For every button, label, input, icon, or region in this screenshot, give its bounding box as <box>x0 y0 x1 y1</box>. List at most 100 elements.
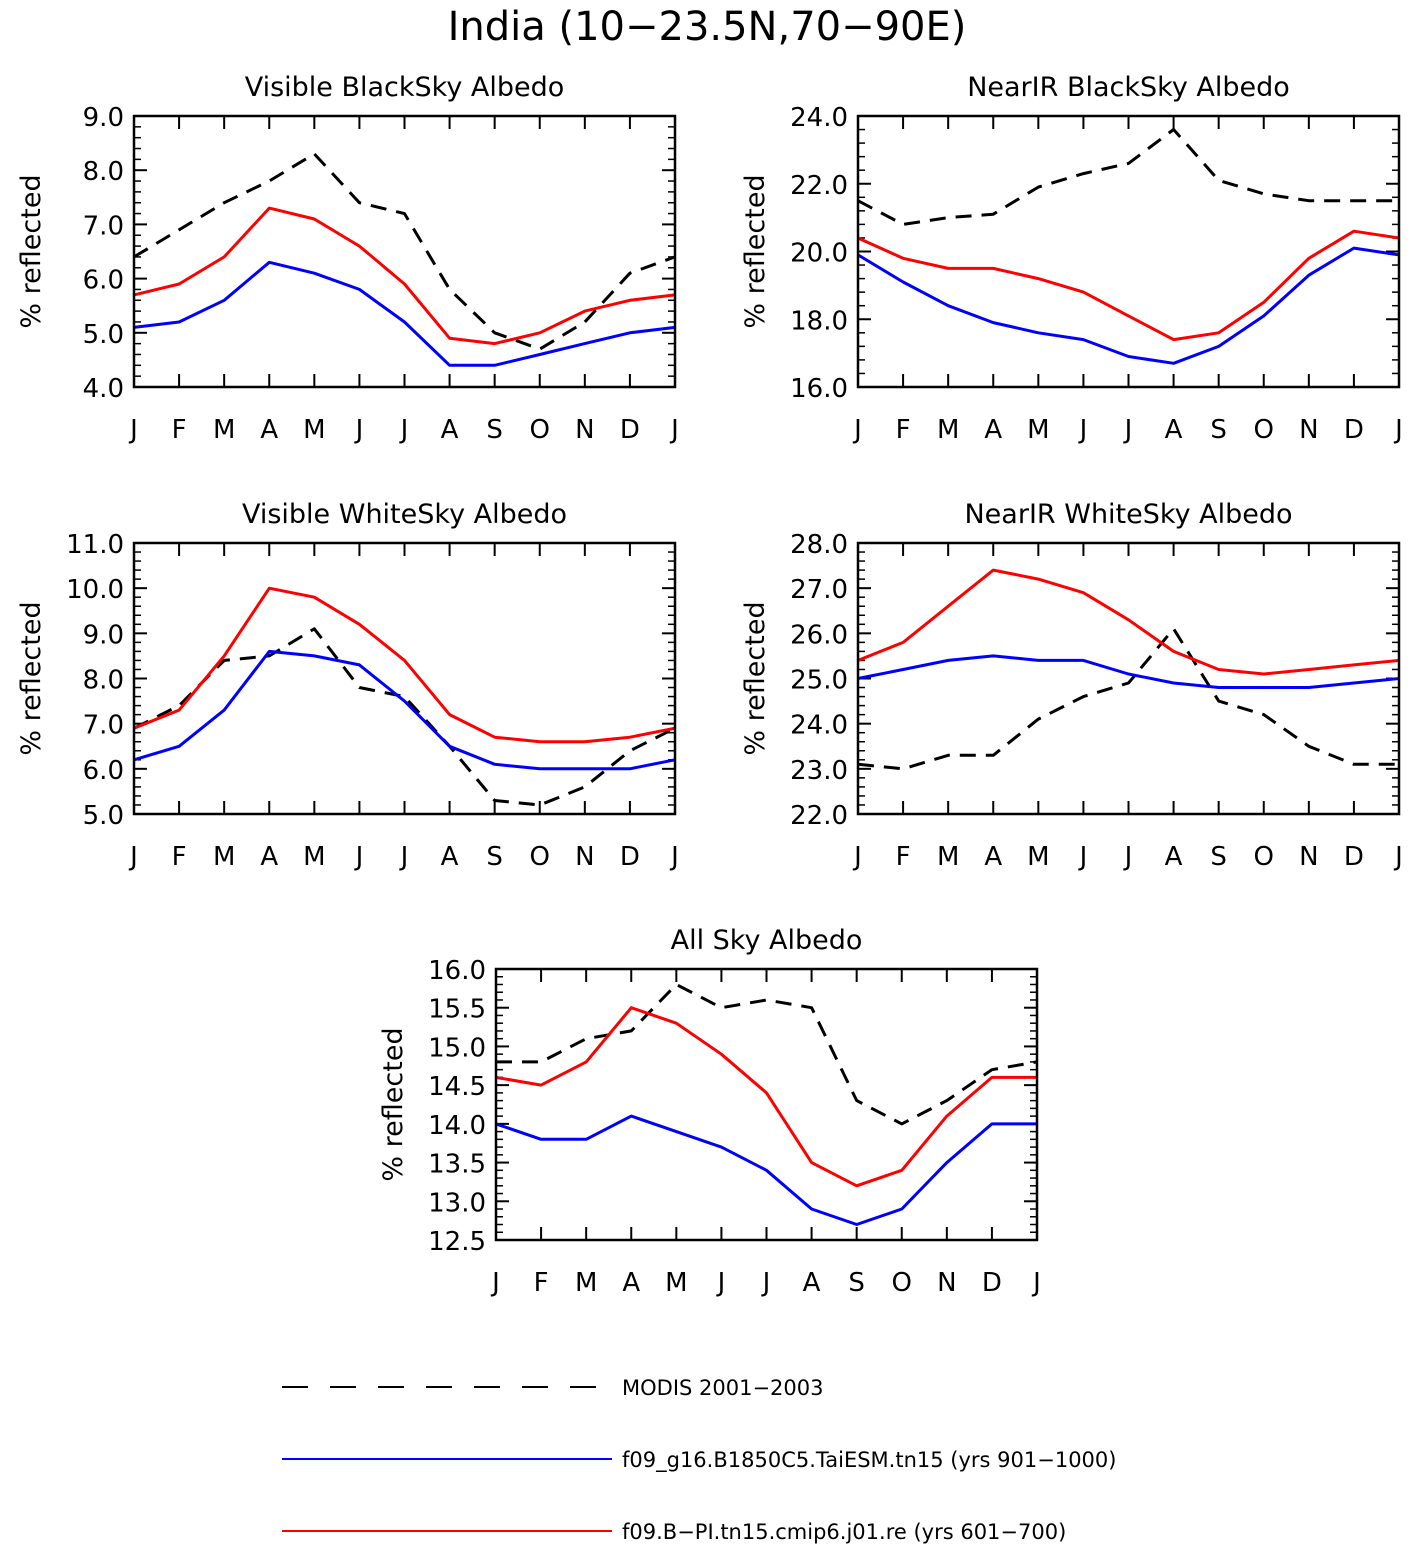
series-line-modis <box>857 627 1399 771</box>
x-tick-label: J <box>354 415 364 445</box>
x-tick-label: M <box>665 1268 687 1298</box>
y-tick-label: 18.0 <box>790 306 848 336</box>
x-tick-label: A <box>260 415 278 445</box>
x-tick-label: N <box>575 415 594 445</box>
plot-frame <box>494 967 1039 1242</box>
series-line-taiesm <box>857 246 1400 365</box>
x-tick-label: J <box>128 842 138 872</box>
series-line-modis <box>133 152 676 351</box>
y-tick-label: 8.0 <box>83 666 124 696</box>
y-tick-label: 7.0 <box>83 211 124 241</box>
y-tick-label: 9.0 <box>83 103 124 133</box>
x-tick-label: A <box>622 1268 640 1298</box>
plot-frame <box>856 114 1401 389</box>
x-tick-label: D <box>620 842 640 872</box>
legend-label: MODIS 2001−2003 <box>622 1376 824 1400</box>
y-tick-label: 16.0 <box>428 956 486 986</box>
series-line-modis <box>133 627 676 807</box>
x-tick-label: N <box>937 1268 956 1298</box>
x-tick-label: J <box>399 842 409 872</box>
x-tick-label: J <box>852 842 862 872</box>
y-tick-label: 22.0 <box>790 171 848 201</box>
x-tick-label: A <box>984 842 1002 872</box>
legend-label: f09.B−PI.tn15.cmip6.j01.re (yrs 601−700) <box>622 1520 1066 1544</box>
series-line-taiesm <box>133 260 676 367</box>
y-tick-label: 15.0 <box>428 1033 486 1063</box>
figure-title: India (10−23.5N,70−90E) <box>448 4 967 50</box>
panel-title: Visible WhiteSky Albedo <box>242 499 567 530</box>
x-tick-label: J <box>128 415 138 445</box>
y-tick-label: 24.0 <box>790 103 848 133</box>
y-tick-label: 16.0 <box>790 374 848 404</box>
y-tick-label: 10.0 <box>66 575 124 605</box>
x-tick-label: J <box>1031 1268 1041 1298</box>
x-tick-label: F <box>172 842 187 872</box>
axis-ticks <box>857 542 1400 815</box>
x-tick-label: J <box>490 1268 500 1298</box>
x-tick-label: J <box>354 842 364 872</box>
panel-title: All Sky Albedo <box>671 925 863 956</box>
y-tick-label: 6.0 <box>83 756 124 786</box>
x-tick-label: D <box>982 1268 1002 1298</box>
x-tick-label: J <box>399 415 409 445</box>
y-tick-label: 7.0 <box>83 711 124 741</box>
x-tick-label: O <box>530 842 550 872</box>
x-tick-label: A <box>441 415 459 445</box>
x-tick-label: M <box>937 842 959 872</box>
x-tick-label: J <box>1393 842 1403 872</box>
y-axis-label: % reflected <box>740 174 771 328</box>
series-line-cmip6 <box>495 1006 1037 1188</box>
x-tick-label: S <box>486 842 503 872</box>
x-tick-label: D <box>1344 415 1364 445</box>
y-tick-label: 15.5 <box>428 995 486 1025</box>
x-tick-label: N <box>575 842 594 872</box>
x-tick-label: J <box>669 415 679 445</box>
series-line-taiesm <box>133 649 676 771</box>
x-tick-label: A <box>1165 842 1183 872</box>
x-tick-label: J <box>852 415 862 445</box>
x-tick-label: A <box>803 1268 821 1298</box>
x-tick-label: O <box>892 1268 912 1298</box>
x-tick-label: J <box>1393 415 1403 445</box>
series-line-cmip6 <box>857 568 1400 676</box>
x-tick-label: D <box>1344 842 1364 872</box>
y-tick-label: 26.0 <box>790 620 848 650</box>
legend: MODIS 2001−2003 f09_g16.B1850C5.TaiESM.tn… <box>282 1376 1116 1544</box>
series-line-modis <box>496 983 1038 1126</box>
panel-title: Visible BlackSky Albedo <box>245 72 565 103</box>
y-tick-label: 24.0 <box>790 711 848 741</box>
x-tick-label: A <box>984 415 1002 445</box>
y-tick-label: 13.0 <box>428 1188 486 1218</box>
axis-ticks <box>133 115 676 388</box>
series-line-cmip6 <box>133 206 676 346</box>
axis-ticks <box>133 542 676 815</box>
x-tick-label: F <box>896 842 911 872</box>
y-tick-label: 9.0 <box>83 620 124 650</box>
y-tick-label: 14.5 <box>428 1072 486 1102</box>
y-axis-label: % reflected <box>16 174 47 328</box>
x-tick-label: M <box>213 842 235 872</box>
y-axis-label: % reflected <box>740 601 771 755</box>
x-tick-label: N <box>1299 842 1318 872</box>
series-line-taiesm <box>857 654 1400 689</box>
y-tick-label: 6.0 <box>83 266 124 296</box>
y-axis-label: % reflected <box>16 601 47 755</box>
y-tick-label: 12.5 <box>428 1227 486 1257</box>
x-tick-label: A <box>260 842 278 872</box>
plot-frame <box>132 114 677 389</box>
x-tick-label: A <box>441 842 459 872</box>
y-tick-label: 20.0 <box>790 239 848 269</box>
x-tick-label: N <box>1299 415 1318 445</box>
x-tick-label: F <box>896 415 911 445</box>
y-tick-label: 23.0 <box>790 756 848 786</box>
x-tick-label: M <box>213 415 235 445</box>
series-line-taiesm <box>495 1114 1037 1226</box>
y-axis-label: % reflected <box>378 1027 409 1181</box>
x-tick-label: J <box>1078 415 1088 445</box>
panel-title: NearIR BlackSky Albedo <box>967 72 1290 103</box>
